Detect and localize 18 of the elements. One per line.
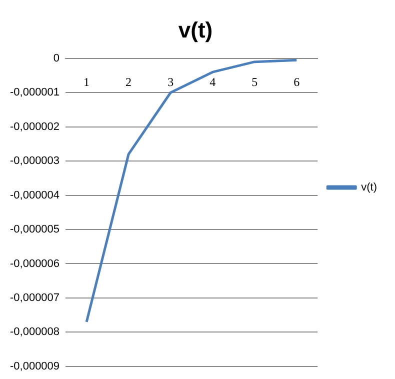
x-tick-label: 6 [294,74,300,89]
y-tick-label: -0,000005 [10,224,60,236]
y-tick-label: -0,000004 [10,189,60,202]
y-tick-label: -0,000003 [10,155,60,168]
x-tick-label: 3 [168,74,174,89]
y-tick-label: -0,000008 [10,326,60,338]
x-tick-label: 1 [84,74,90,89]
y-tick-label: -0,000007 [10,292,60,304]
x-tick-label: 2 [126,74,132,89]
legend-label: v(t) [361,182,378,194]
x-tick-label: 5 [252,74,258,89]
y-tick-label: -0,000002 [10,120,60,133]
y-tick-label: -0,000006 [10,258,60,270]
x-tick-label: 4 [210,74,216,89]
y-tick-label: -0,000009 [10,360,60,372]
y-tick-label: 0 [53,52,60,64]
chart-title: v(t) [178,17,213,42]
y-tick-label: -0,000001 [10,86,60,99]
